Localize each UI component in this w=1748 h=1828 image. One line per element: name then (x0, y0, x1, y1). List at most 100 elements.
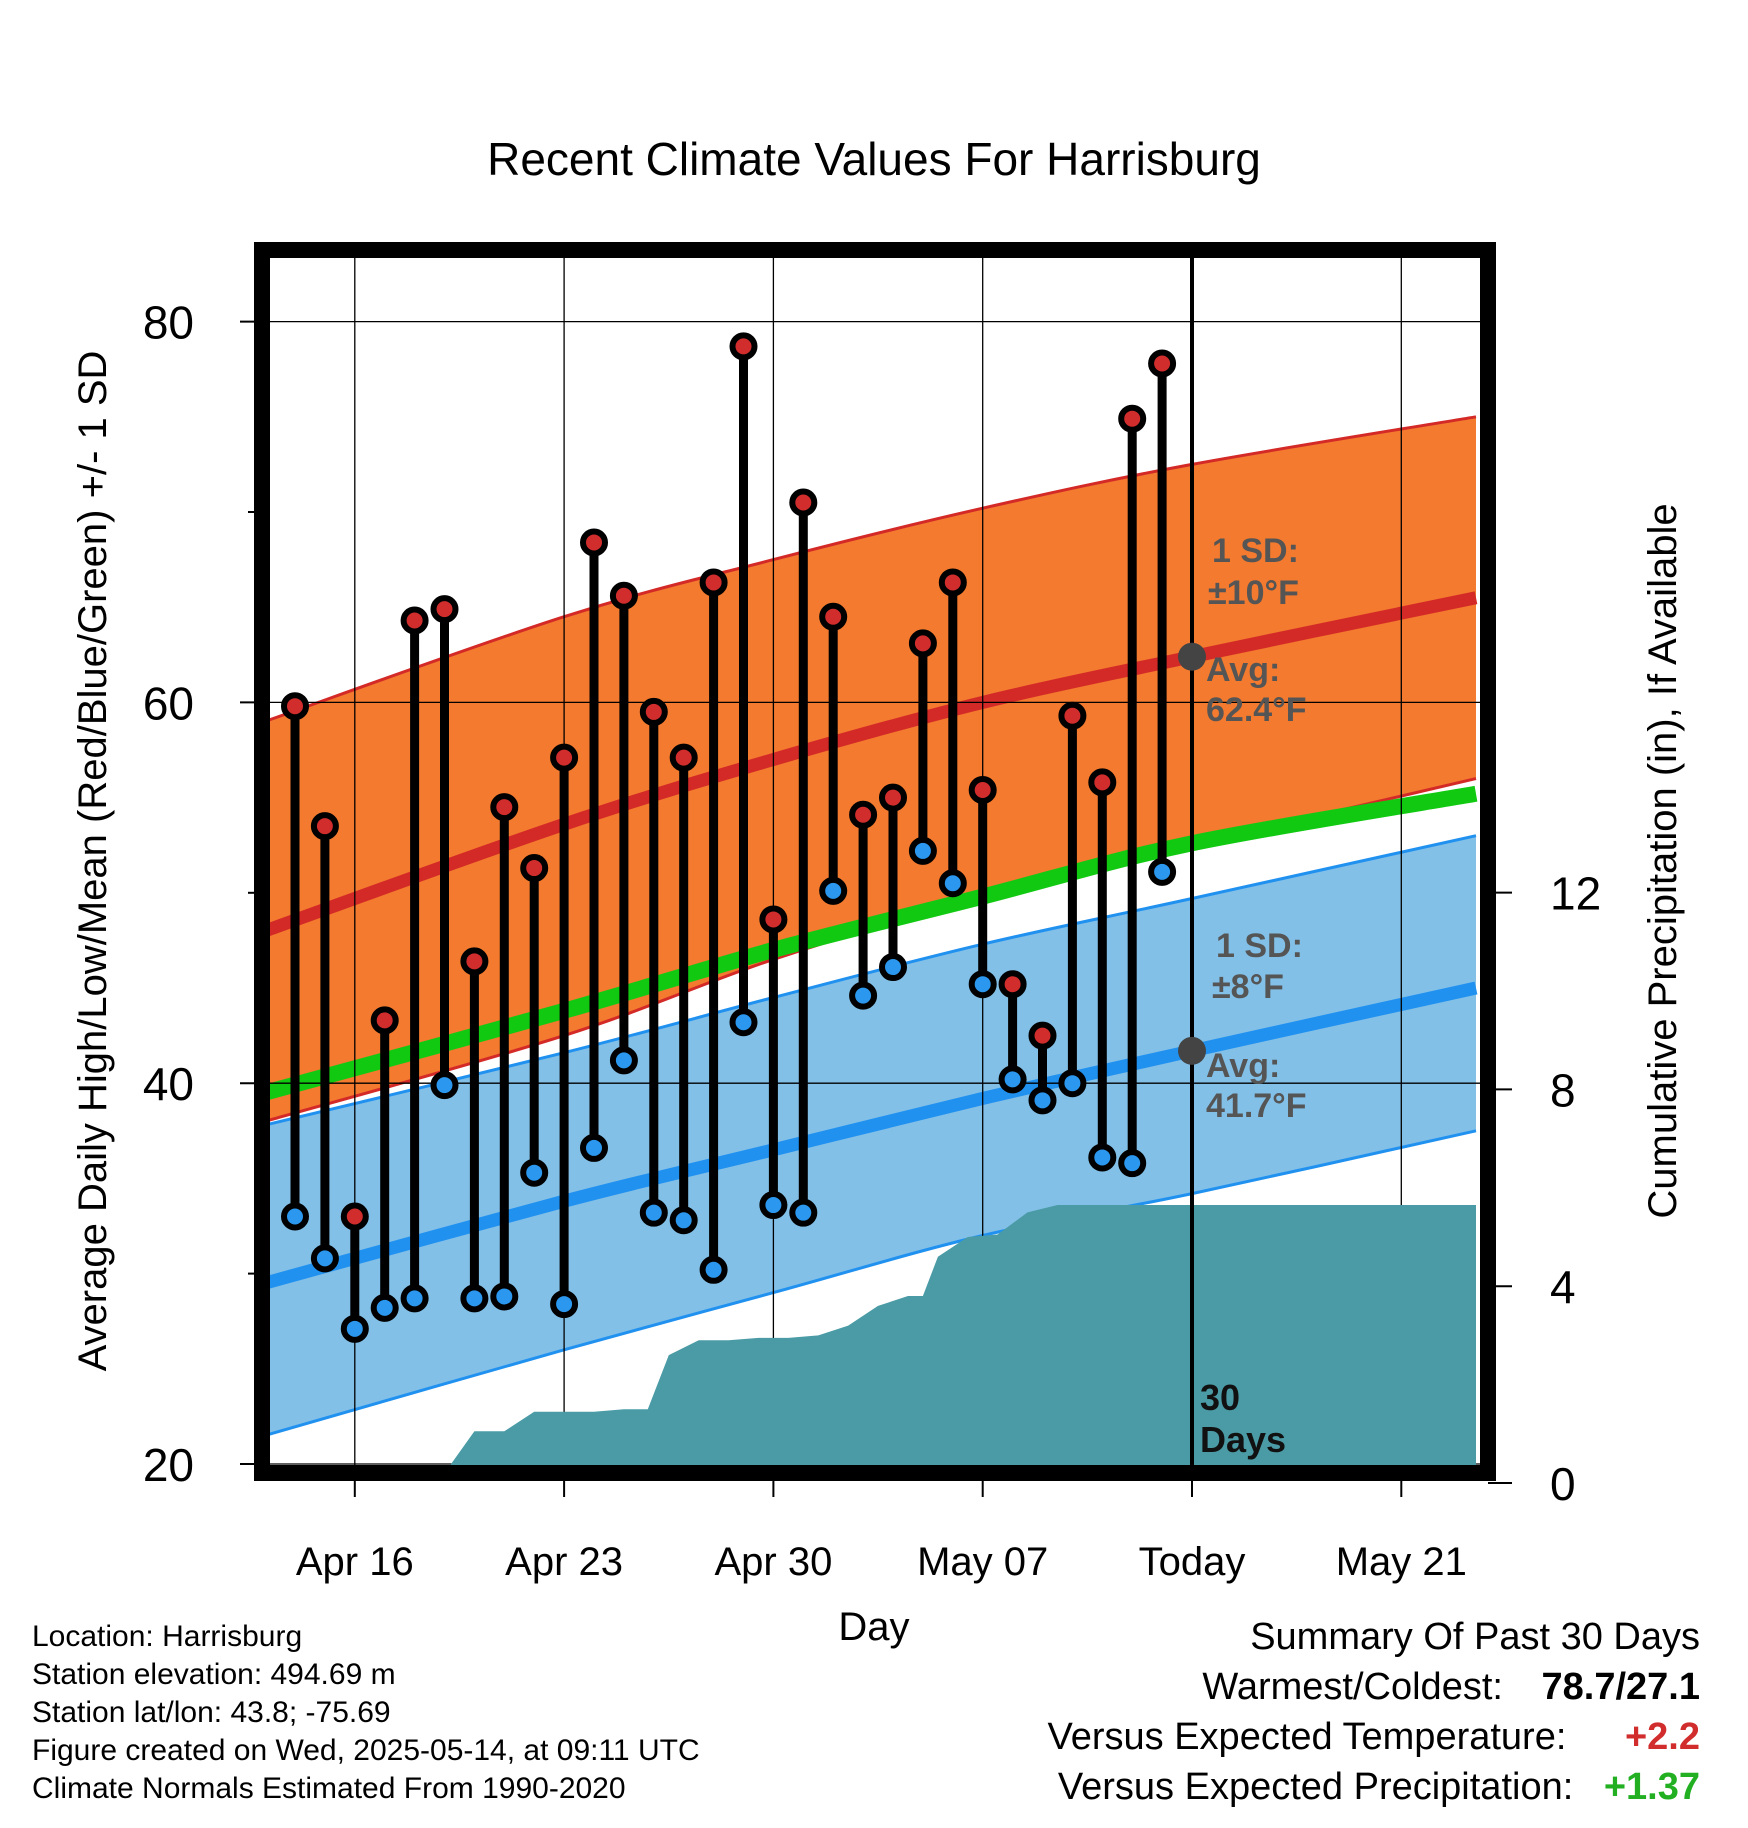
daily-low-point (310, 1244, 339, 1273)
location-text: Location: Harrisburg (32, 1620, 303, 1653)
temp-anomaly-value: +2.2 (1624, 1716, 1700, 1758)
low-avg-marker (1178, 1036, 1206, 1065)
daily-low-point (759, 1191, 788, 1220)
daily-high-point (849, 800, 878, 829)
daily-low-point (430, 1071, 459, 1100)
daily-low-point (520, 1158, 549, 1187)
daily-low-point (998, 1065, 1027, 1094)
daily-low-point (729, 1008, 758, 1037)
daily-low-point (1058, 1069, 1087, 1098)
daily-high-point (580, 528, 608, 557)
cumulative-precip-area (444, 1205, 1476, 1473)
plot-frame (254, 242, 1496, 1481)
daily-low-point (1088, 1143, 1117, 1172)
mean-normal-line (262, 785, 1478, 1101)
axes: 20 40 60 80 0 4 8 12 Apr 16 Apr 23 Apr 30 May 07 Tod… (71, 297, 1685, 1649)
left-tick-label: 40 (143, 1058, 194, 1110)
daily-high-point (1088, 768, 1117, 797)
low-sd-value: ±8°F (1212, 968, 1284, 1006)
low-avg-label: Avg: (1206, 1047, 1280, 1085)
daily-low-point (1028, 1086, 1057, 1115)
high-sd-label: 1 SD: (1212, 532, 1299, 570)
daily-low-point (908, 836, 937, 865)
daily-high-point (1118, 404, 1147, 433)
left-tick-label: 80 (143, 297, 194, 349)
x-tick-label: May 21 (1336, 1540, 1467, 1584)
daily-high-point (908, 629, 937, 658)
left-tick-label: 20 (143, 1439, 194, 1491)
daily-low-point (490, 1282, 519, 1311)
daily-high-point (370, 1006, 399, 1035)
daily-low-point (968, 970, 997, 999)
daily-temperature-bars (281, 332, 1177, 1343)
daily-high-point (1148, 349, 1177, 378)
right-tick-label: 12 (1550, 868, 1601, 920)
daily-high-point (789, 488, 818, 517)
right-tick-label: 0 (1550, 1458, 1576, 1510)
precip-anomaly-value: +1.37 (1603, 1766, 1700, 1808)
daily-high-point (340, 1202, 369, 1231)
daily-high-point (729, 332, 758, 361)
daily-high-point (400, 606, 429, 635)
normals-source-text: Climate Normals Estimated From 1990-2020 (32, 1772, 626, 1805)
daily-high-point (550, 743, 579, 772)
right-tick-label: 8 (1550, 1064, 1576, 1116)
daily-low-point (340, 1314, 369, 1343)
daily-high-point (310, 812, 339, 841)
chart-title: Recent Climate Values For Harrisburg (487, 133, 1261, 185)
warm-cold-label: Warmest/Coldest: (1202, 1666, 1503, 1708)
daily-low-point (669, 1206, 698, 1235)
daily-low-point (281, 1202, 309, 1231)
daily-low-point (609, 1046, 638, 1075)
daily-low-point (699, 1255, 728, 1284)
daily-low-point (938, 869, 967, 898)
daily-low-point (639, 1198, 668, 1227)
elevation-text: Station elevation: 494.69 m (32, 1658, 396, 1691)
days-text-label: Days (1200, 1419, 1286, 1460)
precipitation-area (444, 1205, 1476, 1473)
x-tick-label: Apr 23 (505, 1540, 623, 1584)
daily-high-point (639, 697, 668, 726)
x-tick-label: Today (1139, 1540, 1246, 1584)
daily-low-point (580, 1133, 608, 1162)
summary-temperature: Versus Expected Temperature: +2.2 (1047, 1716, 1700, 1759)
summary-warm-cold: Warmest/Coldest: 78.7/27.1 (1202, 1666, 1700, 1709)
left-axis-label: Average Daily High/Low/Mean (Red/Blue/Gr… (71, 351, 115, 1372)
low-avg-value: 41.7°F (1206, 1087, 1307, 1125)
days-count-label: 30 (1200, 1377, 1240, 1418)
daily-high-point (430, 595, 459, 624)
summary-precipitation: Versus Expected Precipitation: +1.37 (1058, 1766, 1700, 1809)
x-axis-label: Day (838, 1605, 909, 1649)
station-info: Location: Harrisburg Station elevation: … (32, 1618, 700, 1808)
x-tick-label: Apr 16 (296, 1540, 414, 1584)
daily-low-point (1148, 857, 1177, 886)
daily-low-point (550, 1290, 579, 1319)
daily-high-point (759, 905, 788, 934)
left-tick-label: 60 (143, 677, 194, 729)
daily-high-point (699, 568, 728, 597)
daily-low-point (819, 876, 848, 905)
daily-high-point (938, 568, 967, 597)
daily-low-point (1118, 1149, 1147, 1178)
summary-title: Summary Of Past 30 Days (1250, 1616, 1700, 1658)
low-sd-label: 1 SD: (1216, 927, 1303, 965)
daily-high-point (998, 970, 1027, 999)
created-text: Figure created on Wed, 2025-05-14, at 09… (32, 1734, 700, 1767)
daily-high-point (1058, 701, 1087, 730)
high-avg-label: Avg: (1206, 651, 1280, 689)
daily-high-point (819, 602, 848, 631)
x-tick-label: Apr 30 (714, 1540, 832, 1584)
daily-high-point (490, 793, 519, 822)
temp-anomaly-label: Versus Expected Temperature: (1047, 1716, 1567, 1758)
daily-high-point (879, 783, 907, 812)
daily-high-point (460, 947, 489, 976)
high-avg-marker (1178, 642, 1206, 671)
high-upper-edge (264, 415, 1477, 723)
daily-low-point (879, 953, 907, 982)
daily-high-point (281, 692, 309, 721)
high-sd-value: ±10°F (1208, 574, 1299, 612)
daily-low-point (460, 1284, 489, 1313)
x-tick-label: May 07 (917, 1540, 1048, 1584)
